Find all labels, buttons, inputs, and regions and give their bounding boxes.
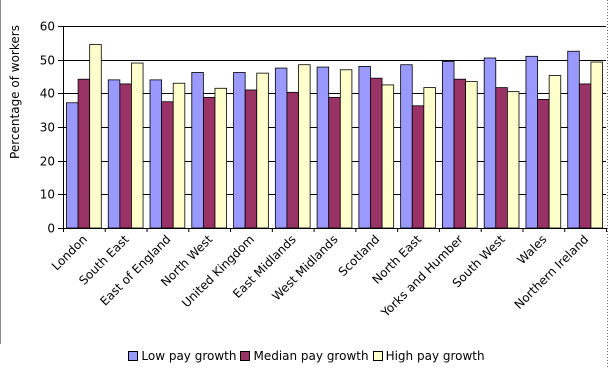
x-tick-label: London xyxy=(49,232,90,273)
bar-high-pay-growth xyxy=(89,44,102,229)
bar-median-pay-growth xyxy=(244,89,258,229)
axes xyxy=(63,26,606,229)
y-tick-label: 10 xyxy=(40,188,55,202)
y-tick-label: 60 xyxy=(40,20,55,34)
bar-low-pay-growth xyxy=(358,66,371,229)
bar-low-pay-growth xyxy=(149,79,163,229)
bars xyxy=(66,44,603,229)
x-tick-label: Northern Ireland xyxy=(512,232,592,312)
bar-low-pay-growth xyxy=(66,102,79,229)
bar-median-pay-growth xyxy=(328,96,341,229)
bar-low-pay-growth xyxy=(107,79,121,229)
bar-low-pay-growth xyxy=(525,55,538,229)
bar-low-pay-growth xyxy=(400,64,413,229)
legend: Low pay growth Median pay growth High pay … xyxy=(0,349,613,363)
legend-label: High pay growth xyxy=(385,349,485,363)
bar-median-pay-growth xyxy=(286,91,299,229)
bar-median-pay-growth xyxy=(411,105,425,229)
bar-low-pay-growth xyxy=(483,57,497,229)
legend-swatch xyxy=(372,351,383,361)
legend-label: Median pay growth xyxy=(253,349,369,363)
y-tick-label: 50 xyxy=(40,54,55,68)
x-tick-label: United Kingdom xyxy=(179,232,257,310)
legend-item: Low pay growth xyxy=(128,349,236,363)
bar-high-pay-growth xyxy=(298,64,311,229)
bar-high-pay-growth xyxy=(506,91,520,229)
bar-high-pay-growth xyxy=(339,69,353,229)
bar-median-pay-growth xyxy=(119,83,132,229)
x-tick-label: Wales xyxy=(515,232,550,267)
bar-high-pay-growth xyxy=(548,75,562,229)
bar-low-pay-growth xyxy=(316,66,330,229)
bar-high-pay-growth xyxy=(465,81,478,229)
bar-high-pay-growth xyxy=(131,62,144,229)
y-tick-label: 30 xyxy=(40,121,55,135)
bar-low-pay-growth xyxy=(442,60,455,229)
bar-high-pay-growth xyxy=(256,72,269,229)
bar-high-pay-growth xyxy=(590,61,603,229)
y-tick-label: 40 xyxy=(40,87,55,101)
bar-median-pay-growth xyxy=(202,96,216,229)
x-tick-label: East of England xyxy=(97,232,173,308)
bar-high-pay-growth xyxy=(381,84,395,229)
bar-high-pay-growth xyxy=(172,82,186,229)
bar-median-pay-growth xyxy=(161,101,174,229)
legend-item: Median pay growth xyxy=(240,349,369,363)
bar-low-pay-growth xyxy=(567,50,580,229)
bar-low-pay-growth xyxy=(191,72,204,229)
bar-high-pay-growth xyxy=(423,87,436,229)
bar-median-pay-growth xyxy=(453,78,467,229)
legend-swatch xyxy=(240,351,251,361)
bar-low-pay-growth xyxy=(274,67,288,229)
bar-high-pay-growth xyxy=(214,87,227,229)
bar-median-pay-growth xyxy=(495,87,508,229)
legend-label: Low pay growth xyxy=(141,349,237,363)
bar-median-pay-growth xyxy=(537,98,550,229)
bar-median-pay-growth xyxy=(578,83,592,229)
y-tick-label: 0 xyxy=(47,222,55,236)
y-tick-labels: 0 10 20 30 40 50 60 xyxy=(40,20,55,236)
bar-median-pay-growth xyxy=(370,77,383,229)
legend-swatch xyxy=(128,351,139,361)
y-tick-label: 20 xyxy=(40,155,55,169)
y-axis-title: Percentage of workers xyxy=(8,25,22,159)
legend-item: High pay growth xyxy=(372,349,485,363)
bar-median-pay-growth xyxy=(77,78,91,229)
bar-low-pay-growth xyxy=(233,72,246,229)
